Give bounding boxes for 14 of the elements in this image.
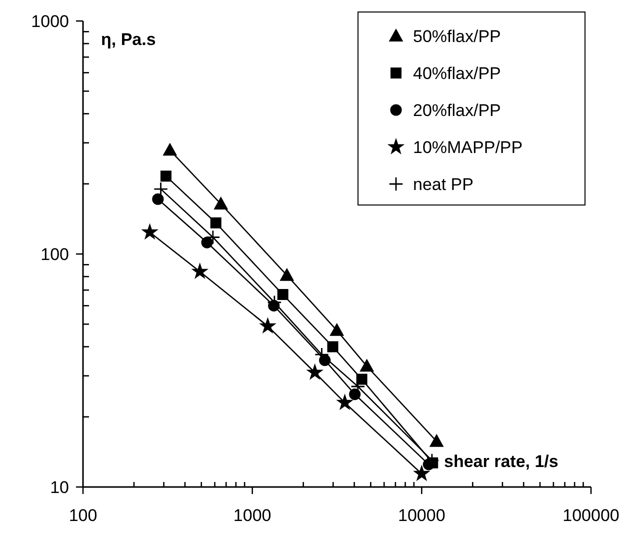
x-axis-title: shear rate, 1/s: [444, 452, 558, 471]
legend-label: 40%flax/PP: [413, 64, 501, 83]
y-axis-title: η, Pa.s: [101, 30, 156, 49]
y-tick-label: 1000: [31, 12, 69, 31]
y-tick-label: 100: [40, 245, 69, 264]
legend-label: 10%MAPP/PP: [413, 138, 523, 157]
x-tick-label: 100: [68, 506, 98, 525]
x-tick-label: 10000: [398, 506, 446, 525]
x-tick-label: 100000: [562, 506, 620, 525]
x-tick-label: 1000: [233, 506, 272, 525]
legend-label: 50%flax/PP: [413, 27, 501, 46]
legend-label: 20%flax/PP: [413, 101, 501, 120]
legend-label: neat PP: [413, 175, 474, 194]
y-tick-label: 10: [50, 478, 69, 497]
